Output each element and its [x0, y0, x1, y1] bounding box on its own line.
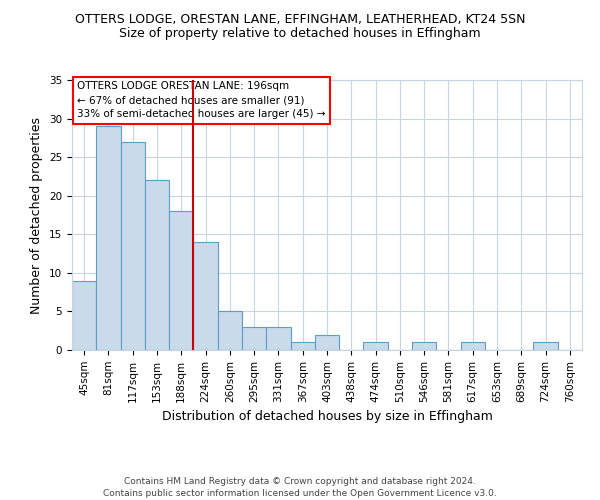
Bar	[533, 342, 558, 350]
Bar	[169, 211, 193, 350]
Bar	[266, 327, 290, 350]
Text: Size of property relative to detached houses in Effingham: Size of property relative to detached ho…	[119, 28, 481, 40]
Bar	[145, 180, 169, 350]
Bar	[364, 342, 388, 350]
Text: Contains HM Land Registry data © Crown copyright and database right 2024.
Contai: Contains HM Land Registry data © Crown c…	[103, 476, 497, 498]
Bar	[461, 342, 485, 350]
Y-axis label: Number of detached properties: Number of detached properties	[31, 116, 43, 314]
Bar	[121, 142, 145, 350]
Bar	[218, 312, 242, 350]
Bar	[96, 126, 121, 350]
X-axis label: Distribution of detached houses by size in Effingham: Distribution of detached houses by size …	[161, 410, 493, 423]
Text: OTTERS LODGE ORESTAN LANE: 196sqm
← 67% of detached houses are smaller (91)
33% : OTTERS LODGE ORESTAN LANE: 196sqm ← 67% …	[77, 82, 326, 120]
Bar	[315, 334, 339, 350]
Bar	[193, 242, 218, 350]
Bar	[290, 342, 315, 350]
Bar	[242, 327, 266, 350]
Text: OTTERS LODGE, ORESTAN LANE, EFFINGHAM, LEATHERHEAD, KT24 5SN: OTTERS LODGE, ORESTAN LANE, EFFINGHAM, L…	[75, 12, 525, 26]
Bar	[412, 342, 436, 350]
Bar	[72, 280, 96, 350]
